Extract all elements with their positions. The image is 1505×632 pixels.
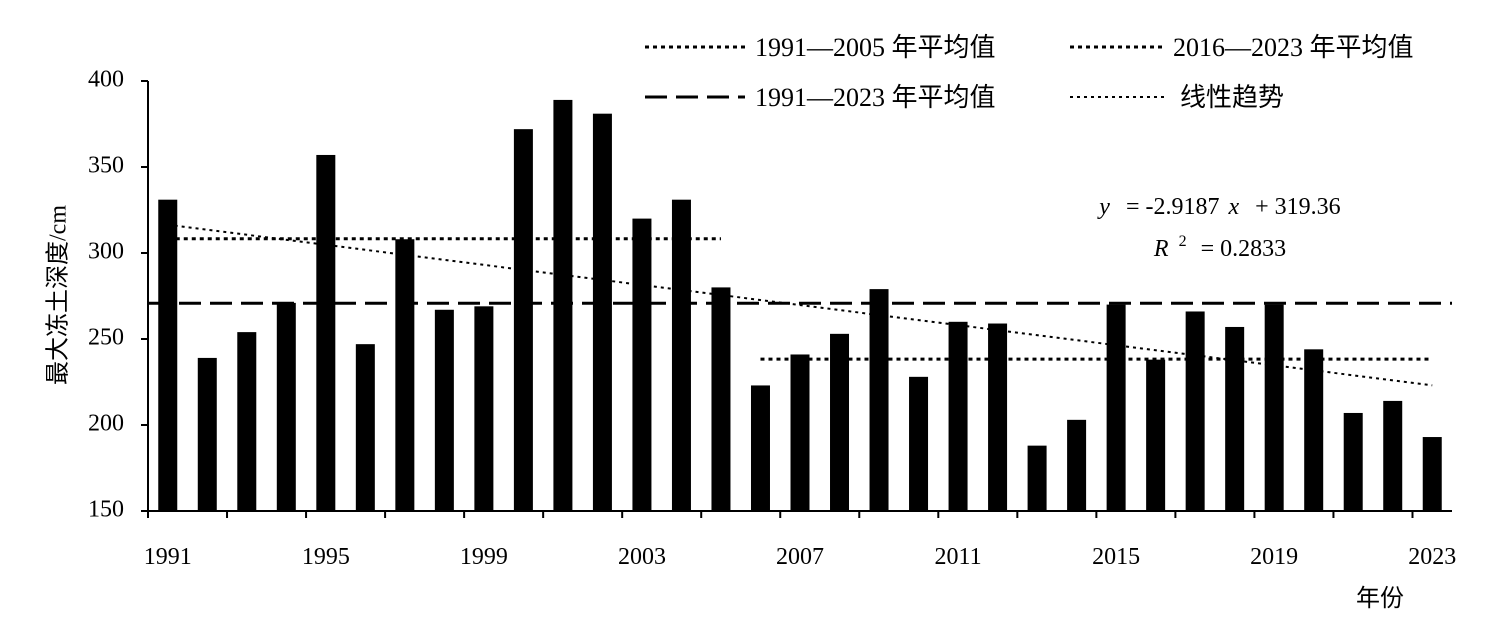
r-squared-exponent: 2	[1179, 233, 1187, 250]
r-squared-var: R	[1153, 236, 1169, 262]
bar	[1225, 326, 1245, 511]
regression-equation: y = -2.9187 x + 319.36 R 2 = 0.2833	[1097, 194, 1340, 262]
legend-item-linear-trend: 线性趋势	[1070, 83, 1284, 112]
reference-lines	[148, 223, 1452, 387]
bar	[988, 323, 1008, 511]
bar	[750, 385, 770, 511]
r-squared-line: R 2 = 0.2833	[1153, 226, 1286, 262]
linear-trend-line	[167, 223, 1433, 387]
bar	[474, 306, 494, 511]
x-tick-label: 2007	[776, 544, 824, 570]
bar-group	[158, 99, 1442, 512]
x-tick-label: 2019	[1250, 544, 1298, 570]
x-tick-label: 2023	[1408, 544, 1456, 570]
bar	[355, 344, 375, 511]
r-squared-value: = 0.2833	[1201, 236, 1287, 262]
x-tick-label: 2015	[1092, 544, 1140, 570]
legend-item-avg-1991-2023: 1991—2023 年平均值	[645, 83, 996, 112]
bar	[1343, 412, 1363, 511]
equation-rhs: = -2.9187	[1126, 194, 1220, 220]
legend-label: 2016—2023 年平均值	[1173, 33, 1414, 62]
legend-label: 1991—2005 年平均值	[755, 33, 996, 62]
legend-item-avg-1991-2005: 1991—2005 年平均值	[645, 33, 996, 62]
bar	[237, 332, 257, 511]
equation-x-var: x	[1227, 194, 1239, 220]
bar	[1027, 445, 1047, 511]
y-axis-title: 最大冻土深度/cm	[45, 205, 72, 385]
bar	[592, 113, 612, 512]
bar	[671, 199, 691, 511]
bar	[869, 289, 889, 511]
y-tick-label: 250	[88, 325, 124, 351]
x-tick-label: 2003	[618, 544, 666, 570]
x-axis-title: 年份	[1356, 585, 1404, 612]
bar	[1067, 419, 1087, 511]
legend-label: 1991—2023 年平均值	[755, 83, 996, 112]
bar	[1383, 400, 1403, 511]
bar	[513, 129, 533, 511]
bar	[158, 199, 178, 511]
equation-y-var: y	[1097, 194, 1110, 220]
legend-item-avg-2016-2023: 2016—2023 年平均值	[1070, 33, 1414, 62]
bar	[632, 218, 652, 511]
bar	[948, 321, 968, 511]
bar	[1146, 359, 1166, 511]
x-tick-label: 2011	[935, 544, 982, 570]
x-tick-label: 1995	[302, 544, 350, 570]
equation-intercept: + 319.36	[1255, 194, 1341, 220]
bar	[711, 287, 731, 511]
bar	[1106, 304, 1126, 511]
bar	[1422, 437, 1442, 511]
x-tick-label: 1999	[460, 544, 508, 570]
y-tick-label: 300	[88, 239, 124, 265]
bar	[1264, 304, 1284, 511]
bar	[1304, 349, 1324, 511]
y-tick-label: 400	[88, 67, 124, 93]
y-tick-label: 150	[88, 497, 124, 523]
y-tick-label: 350	[88, 153, 124, 179]
legend-label: 线性趋势	[1180, 83, 1284, 112]
bar	[197, 357, 217, 511]
bar	[316, 154, 336, 511]
bar	[1185, 311, 1205, 511]
y-tick-label: 200	[88, 411, 124, 437]
bar	[909, 376, 929, 511]
bar	[434, 309, 454, 511]
legend: 1991—2005 年平均值 2016—2023 年平均值 1991—2023 …	[645, 33, 1414, 112]
tick-labels: 150 200 250 300 350 400 1991 1995 1999 2003 2007 20…	[88, 67, 1456, 571]
bar	[830, 333, 850, 511]
bar	[276, 302, 296, 511]
equation-line: y = -2.9187 x + 319.36	[1097, 194, 1340, 220]
x-tick-label: 1991	[144, 544, 192, 570]
bar	[553, 99, 573, 512]
bar	[395, 239, 415, 512]
bar	[790, 354, 810, 511]
